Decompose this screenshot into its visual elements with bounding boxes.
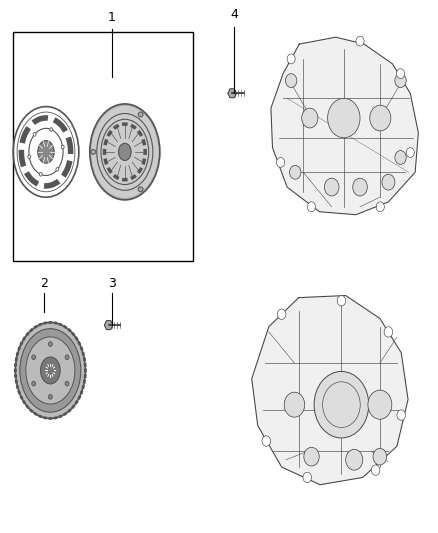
Circle shape [262, 436, 271, 446]
Circle shape [302, 108, 318, 128]
Circle shape [370, 105, 391, 131]
Circle shape [49, 342, 52, 346]
Circle shape [396, 69, 405, 78]
Text: 2: 2 [40, 278, 48, 290]
Circle shape [65, 381, 69, 386]
Circle shape [33, 133, 36, 136]
Circle shape [382, 174, 395, 190]
Circle shape [353, 178, 367, 196]
Bar [13, 32, 193, 261]
Circle shape [28, 155, 31, 159]
Circle shape [314, 372, 369, 438]
Ellipse shape [90, 104, 160, 200]
Circle shape [376, 202, 385, 212]
Ellipse shape [91, 106, 159, 198]
Polygon shape [104, 321, 113, 329]
Circle shape [356, 36, 364, 46]
Polygon shape [252, 295, 408, 484]
Circle shape [307, 202, 315, 212]
Circle shape [371, 465, 380, 475]
Ellipse shape [15, 322, 85, 418]
Circle shape [290, 165, 301, 179]
Circle shape [373, 448, 387, 465]
Circle shape [39, 173, 42, 176]
Polygon shape [228, 89, 237, 98]
Circle shape [325, 178, 339, 196]
Circle shape [406, 148, 414, 158]
Ellipse shape [26, 337, 75, 404]
Circle shape [346, 449, 363, 470]
Circle shape [50, 128, 53, 131]
Circle shape [284, 392, 305, 417]
Circle shape [287, 54, 295, 64]
Circle shape [61, 145, 64, 149]
Circle shape [384, 327, 392, 337]
Circle shape [56, 167, 59, 171]
Circle shape [32, 381, 35, 386]
Circle shape [328, 98, 360, 138]
Circle shape [276, 158, 285, 167]
Circle shape [49, 394, 52, 399]
Text: 3: 3 [108, 278, 116, 290]
Circle shape [286, 74, 297, 87]
Ellipse shape [91, 150, 96, 155]
Circle shape [337, 295, 346, 306]
Ellipse shape [20, 329, 81, 412]
Ellipse shape [138, 187, 143, 192]
Ellipse shape [38, 141, 54, 163]
Circle shape [368, 390, 392, 419]
Ellipse shape [119, 143, 131, 160]
Text: 4: 4 [230, 9, 238, 21]
Circle shape [303, 472, 311, 483]
Text: 1: 1 [108, 11, 116, 24]
Ellipse shape [138, 112, 143, 117]
Circle shape [277, 309, 286, 319]
Circle shape [304, 447, 319, 466]
Circle shape [395, 74, 406, 87]
Circle shape [397, 410, 406, 420]
Polygon shape [271, 37, 418, 215]
Circle shape [395, 151, 406, 164]
Ellipse shape [41, 357, 60, 384]
Circle shape [65, 355, 69, 360]
Circle shape [32, 355, 35, 360]
